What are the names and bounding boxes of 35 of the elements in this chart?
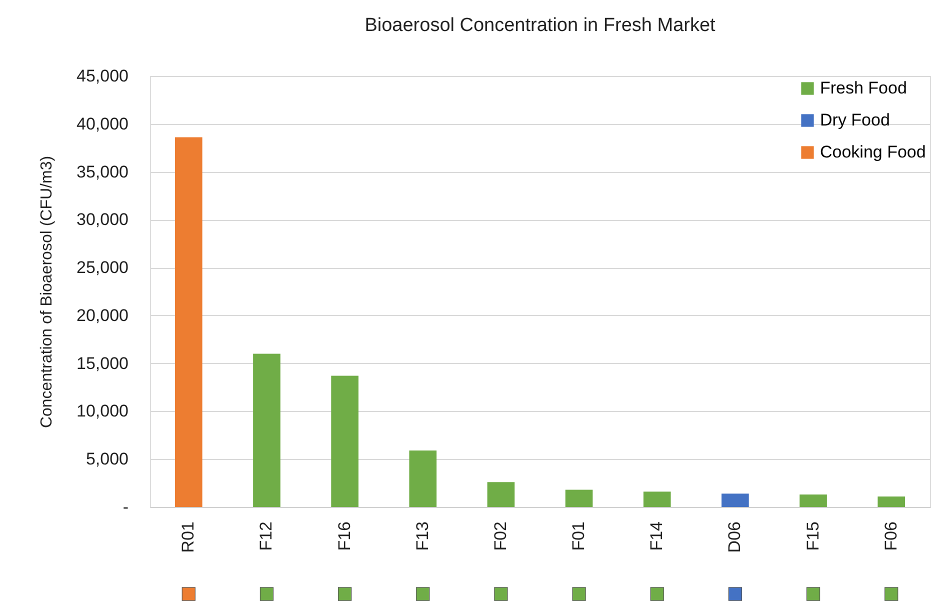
bar [643,492,671,507]
x-tick-label: F14 [647,522,666,551]
bar [331,376,358,507]
y-tick-label: 45,000 [76,66,128,86]
y-tick-label: 25,000 [76,258,128,278]
bar [565,490,593,507]
x-tick-label: R01 [178,522,198,553]
bar [409,450,437,507]
bar [722,494,749,507]
x-tick-label: F02 [490,522,510,551]
x-tick-label: F13 [412,522,432,551]
x-tick-label: D06 [725,522,744,553]
chart-title: Bioaerosol Concentration in Fresh Market [364,15,716,36]
bar [800,494,827,507]
legend-label: Cooking Food [820,142,926,162]
bar [487,482,515,507]
bar [174,137,202,507]
y-tick-label: 35,000 [76,162,128,182]
y-tick-label: - [122,498,128,516]
y-tick-label: 15,000 [76,354,128,373]
x-tick-label: F16 [334,522,354,551]
x-tick-label: F12 [256,522,276,551]
x-tick-label: F01 [569,522,588,551]
y-tick-label: 30,000 [76,210,128,230]
legend-label: Fresh Food [820,78,907,98]
bar [878,496,906,507]
y-tick-label: 20,000 [76,306,128,325]
y-tick-label: 40,000 [76,114,128,134]
x-tick-label: F06 [881,522,900,551]
y-axis-title: Concentration of Bioaerosol (CFU/m3) [38,156,56,428]
x-tick-label: F15 [803,522,822,551]
legend-label: Dry Food [820,110,890,130]
y-tick-label: 10,000 [76,402,128,421]
y-tick-label: 5,000 [86,450,128,469]
bar [253,354,280,507]
